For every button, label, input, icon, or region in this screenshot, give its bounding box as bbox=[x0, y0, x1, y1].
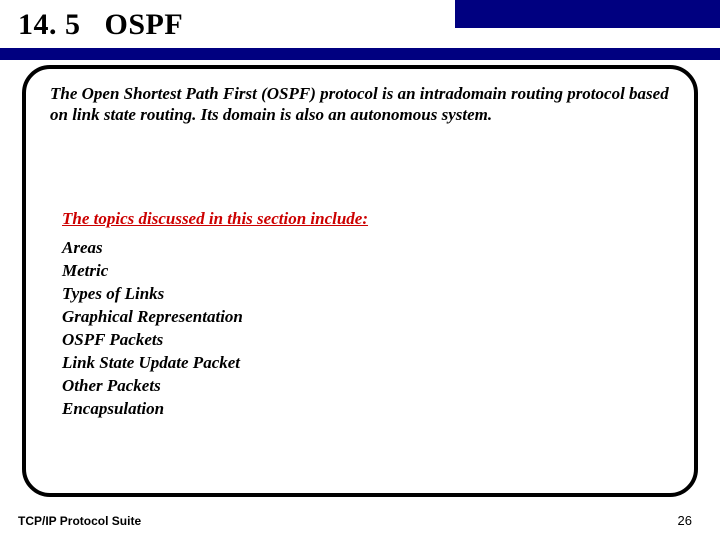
topic-item: OSPF Packets bbox=[62, 329, 243, 352]
topics-subheading: The topics discussed in this section inc… bbox=[62, 209, 368, 229]
content-frame: The Open Shortest Path First (OSPF) prot… bbox=[22, 65, 698, 497]
topic-item: Types of Links bbox=[62, 283, 243, 306]
topic-item: Encapsulation bbox=[62, 398, 243, 421]
topic-item: Areas bbox=[62, 237, 243, 260]
topic-item: Metric bbox=[62, 260, 243, 283]
top-accent-bar bbox=[455, 0, 720, 28]
title-underline-bar bbox=[0, 48, 720, 60]
topic-item: Link State Update Packet bbox=[62, 352, 243, 375]
topic-item: Graphical Representation bbox=[62, 306, 243, 329]
footer-source: TCP/IP Protocol Suite bbox=[18, 514, 141, 528]
section-heading: 14. 5 OSPF bbox=[18, 8, 183, 42]
topic-item: Other Packets bbox=[62, 375, 243, 398]
page-number: 26 bbox=[678, 513, 692, 528]
section-number: 14. 5 bbox=[18, 8, 81, 41]
topics-list: Areas Metric Types of Links Graphical Re… bbox=[62, 237, 243, 421]
section-title: OSPF bbox=[105, 8, 184, 41]
intro-paragraph: The Open Shortest Path First (OSPF) prot… bbox=[50, 83, 670, 126]
